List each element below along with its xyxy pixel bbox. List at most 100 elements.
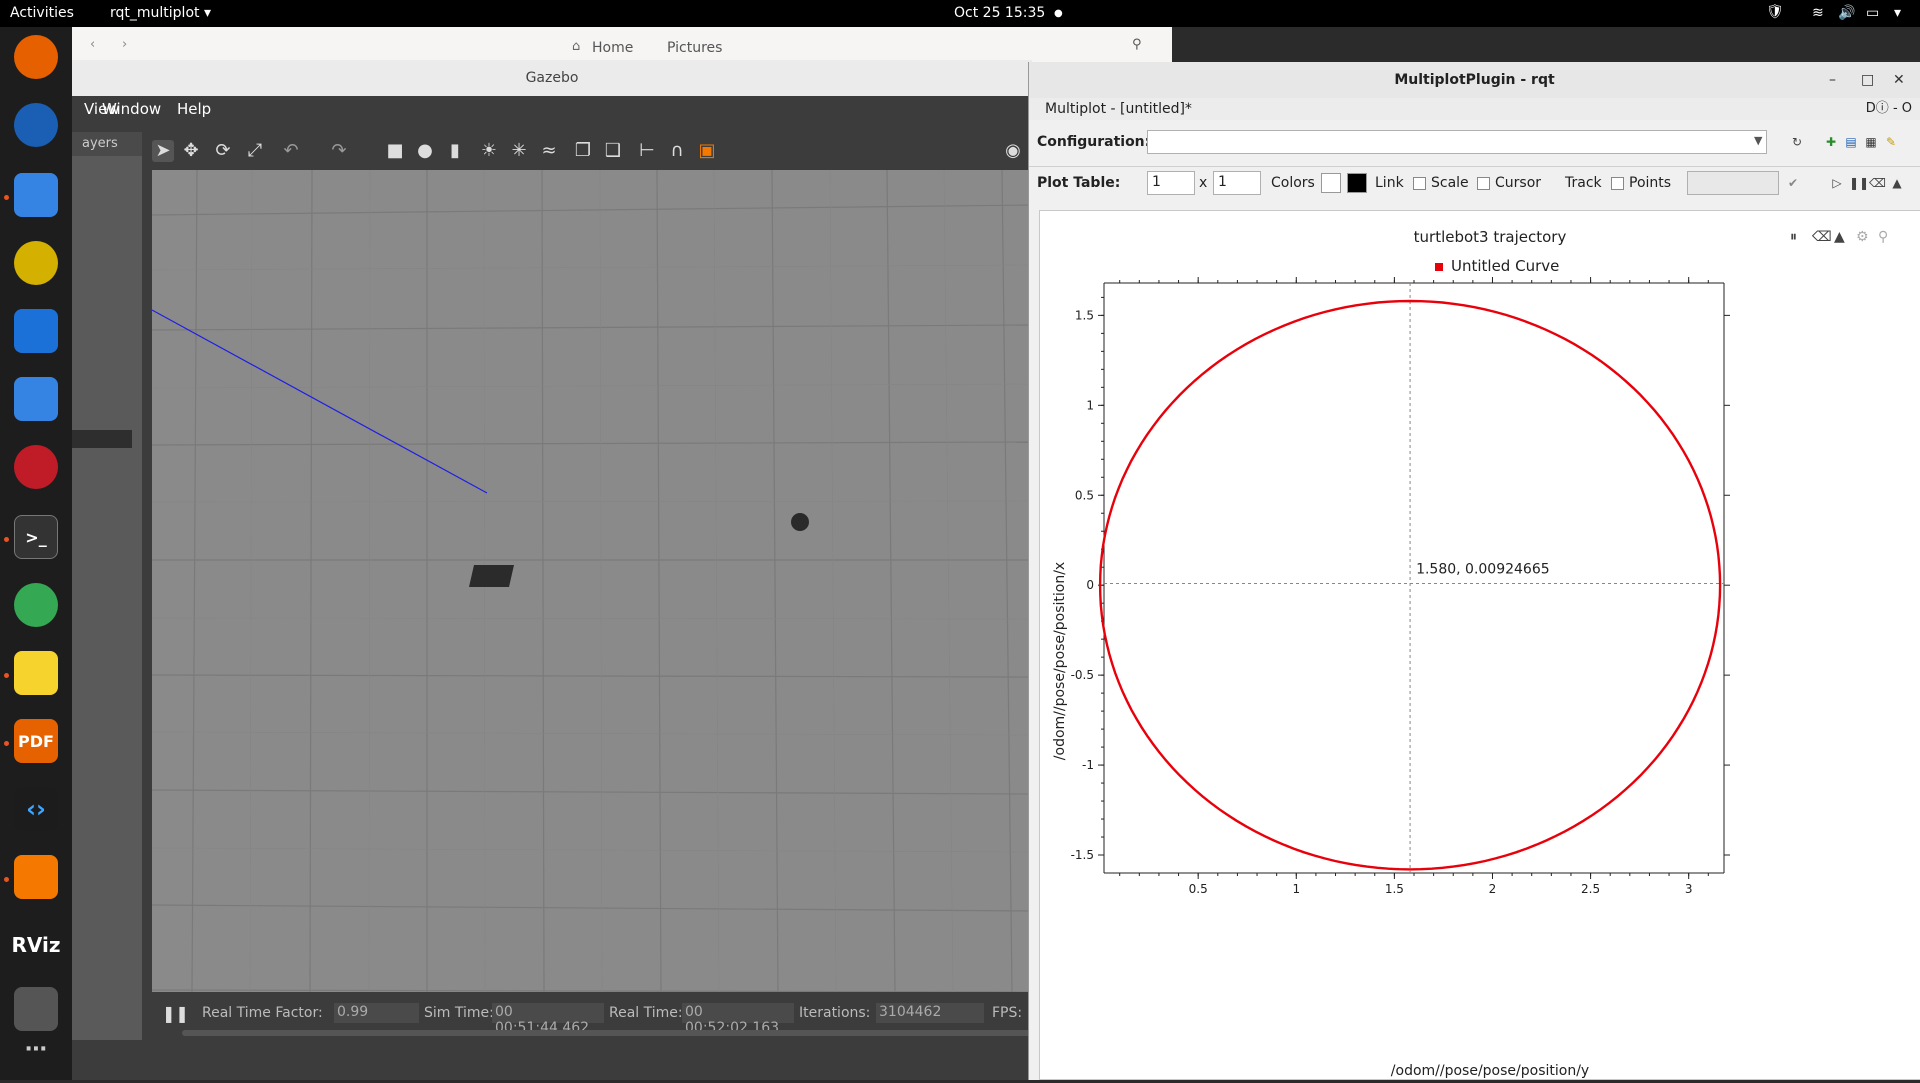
obstacle-model[interactable] xyxy=(791,513,809,531)
text-editor-icon[interactable] xyxy=(14,651,58,695)
columns-spinbox[interactable]: 1 xyxy=(1213,171,1261,195)
volume-icon[interactable]: 🔊 xyxy=(1838,5,1856,21)
forward-icon[interactable]: › xyxy=(122,37,128,52)
link-cursor-checkbox[interactable] xyxy=(1477,177,1490,190)
minimize-icon[interactable]: – xyxy=(1829,72,1836,88)
spot-light-icon[interactable]: ✳ xyxy=(511,140,527,161)
screenshot-icon[interactable]: ◉ xyxy=(1005,140,1021,161)
rotate-icon[interactable]: ⟳ xyxy=(215,140,231,161)
point-light-icon[interactable]: ☀ xyxy=(480,140,498,161)
show-apps-icon[interactable]: ⋯ xyxy=(25,1036,47,1062)
export-icon[interactable]: ▲ xyxy=(1834,229,1845,245)
plot-tool-icons: ⏸ ⌫ ▲ ⚙ ⚲ xyxy=(1790,229,1888,245)
zoom-icon[interactable]: ⚲ xyxy=(1878,229,1888,245)
directional-light-icon[interactable]: ≈ xyxy=(541,140,557,161)
menu-view[interactable]: View xyxy=(84,100,120,118)
firefox-icon[interactable] xyxy=(14,35,58,79)
configuration-input[interactable] xyxy=(1147,130,1767,154)
wifi-icon[interactable]: ≋ xyxy=(1812,5,1824,21)
rows-spinbox[interactable]: 1 xyxy=(1147,171,1195,195)
activities-button[interactable]: Activities xyxy=(10,5,74,21)
redo-icon[interactable]: ↷ xyxy=(331,140,347,161)
menu-help[interactable]: Help xyxy=(177,100,212,118)
back-icon[interactable]: ‹ xyxy=(90,37,96,52)
pause-icon[interactable]: ⏸ xyxy=(1790,229,1797,245)
x-tick-label: 2 xyxy=(1489,882,1497,896)
thunderbird-icon[interactable] xyxy=(14,103,58,147)
clock[interactable]: Oct 25 15:35 xyxy=(954,5,1046,21)
rviz-icon[interactable]: RViz xyxy=(11,923,61,967)
sphere-icon[interactable]: ● xyxy=(417,140,433,161)
play-icon[interactable]: ▷ xyxy=(1832,176,1842,190)
maximize-icon[interactable]: □ xyxy=(1861,72,1875,88)
pause-icon[interactable]: ❚❚ xyxy=(162,1004,189,1023)
gazebo-window: Gazebo View Window Help ayers ➤ ✥ ⟳ ⤢ ↶ … xyxy=(72,60,1032,1080)
y-tick-label: 1 xyxy=(1086,398,1094,412)
track-points-checkbox[interactable] xyxy=(1611,177,1624,190)
save-as-icon[interactable]: ✎ xyxy=(1885,135,1897,149)
paste-icon[interactable]: ❑ xyxy=(604,140,622,161)
reload-icon[interactable]: ↻ xyxy=(1791,135,1803,149)
track-points-input[interactable] xyxy=(1687,171,1779,195)
writer-icon[interactable] xyxy=(14,309,58,353)
plot-widget[interactable]: turtlebot3 trajectory Untitled Curve ⏸ ⌫… xyxy=(1039,210,1920,1080)
menu-window[interactable]: Window xyxy=(102,100,162,118)
clear-icon[interactable]: ⌫ xyxy=(1869,176,1886,190)
export-icon[interactable]: ▲ xyxy=(1892,176,1902,190)
shield-icon[interactable]: 🛡 xyxy=(1766,4,1784,20)
files-icon[interactable] xyxy=(14,173,58,217)
app-menu[interactable]: rqt_multiplot ▾ xyxy=(110,5,211,21)
view-angle-icon[interactable]: ▣ xyxy=(698,140,716,161)
pause-icon[interactable]: ❚❚ xyxy=(1849,176,1870,190)
selected-row[interactable] xyxy=(72,430,132,448)
software-icon[interactable] xyxy=(14,377,58,421)
help-icon[interactable] xyxy=(14,445,58,489)
rqt-icon[interactable] xyxy=(14,987,58,1031)
clear-icon[interactable]: ⌫ xyxy=(1812,229,1832,245)
scale-icon[interactable]: ⤢ xyxy=(247,140,263,161)
vscode-icon[interactable]: ‹› xyxy=(14,787,58,831)
dock: >_ PDF ‹› RViz ⋯ xyxy=(0,27,72,1080)
x-tick-label: 1.5 xyxy=(1385,882,1404,896)
rhythmbox-icon[interactable] xyxy=(14,241,58,285)
check-icon[interactable]: ✔ xyxy=(1787,176,1799,190)
pdf-editor-icon[interactable]: PDF xyxy=(14,719,58,763)
translate-icon[interactable]: ✥ xyxy=(183,140,199,161)
foreground-color-button[interactable] xyxy=(1347,173,1367,193)
breadcrumb-pictures[interactable]: Pictures xyxy=(667,40,723,56)
real-time-label: Real Time: xyxy=(609,1005,683,1021)
chrome-icon[interactable] xyxy=(14,583,58,627)
link-label: Link xyxy=(1375,175,1404,191)
snap-icon[interactable]: ∩ xyxy=(670,140,684,161)
tab-layers[interactable]: ayers xyxy=(72,132,142,156)
search-icon[interactable]: ⚲ xyxy=(1132,37,1142,52)
terminal-icon[interactable]: >_ xyxy=(14,515,58,559)
box-icon[interactable]: ■ xyxy=(386,140,404,161)
plugin-controls[interactable]: Dⓘ - O xyxy=(1865,101,1912,116)
turtlebot-model[interactable] xyxy=(469,565,514,587)
gazebo-icon[interactable] xyxy=(14,855,58,899)
breadcrumb-home[interactable]: Home xyxy=(592,40,634,56)
iterations-label: Iterations: xyxy=(799,1005,871,1021)
undo-icon[interactable]: ↶ xyxy=(283,140,299,161)
x-tick-label: 3 xyxy=(1685,882,1693,896)
horizontal-scrollbar[interactable] xyxy=(182,1030,1032,1036)
new-config-icon[interactable]: ✚ xyxy=(1825,135,1837,149)
cylinder-icon[interactable]: ▮ xyxy=(450,140,460,161)
open-config-icon[interactable]: ▤ xyxy=(1845,135,1857,149)
battery-icon[interactable]: ▭ xyxy=(1866,5,1880,21)
plot-canvas[interactable]: turtlebot3 trajectory Untitled Curve ⏸ ⌫… xyxy=(1040,211,1920,1079)
gear-icon[interactable]: ⚙ xyxy=(1856,229,1869,245)
align-icon[interactable]: ⊢ xyxy=(639,140,655,161)
power-menu-icon[interactable]: ▾ xyxy=(1894,5,1902,21)
save-icon[interactable]: ▦ xyxy=(1865,135,1877,149)
chevron-down-icon[interactable]: ▼ xyxy=(1754,134,1763,147)
gazebo-3d-scene[interactable] xyxy=(152,170,1032,992)
link-scale-checkbox[interactable] xyxy=(1413,177,1426,190)
background-color-button[interactable] xyxy=(1321,173,1341,193)
select-mode-icon[interactable]: ➤ xyxy=(152,140,174,162)
gazebo-toolbar: ➤ ✥ ⟳ ⤢ ↶ ↷ ■ ● ▮ ☀ ✳ ≈ ❐ ❑ ⊢ ∩ ▣ ◉ xyxy=(152,132,1032,168)
notification-dot-icon: ● xyxy=(1054,8,1063,19)
copy-icon[interactable]: ❐ xyxy=(574,140,592,161)
close-icon[interactable]: ✕ xyxy=(1893,72,1905,88)
